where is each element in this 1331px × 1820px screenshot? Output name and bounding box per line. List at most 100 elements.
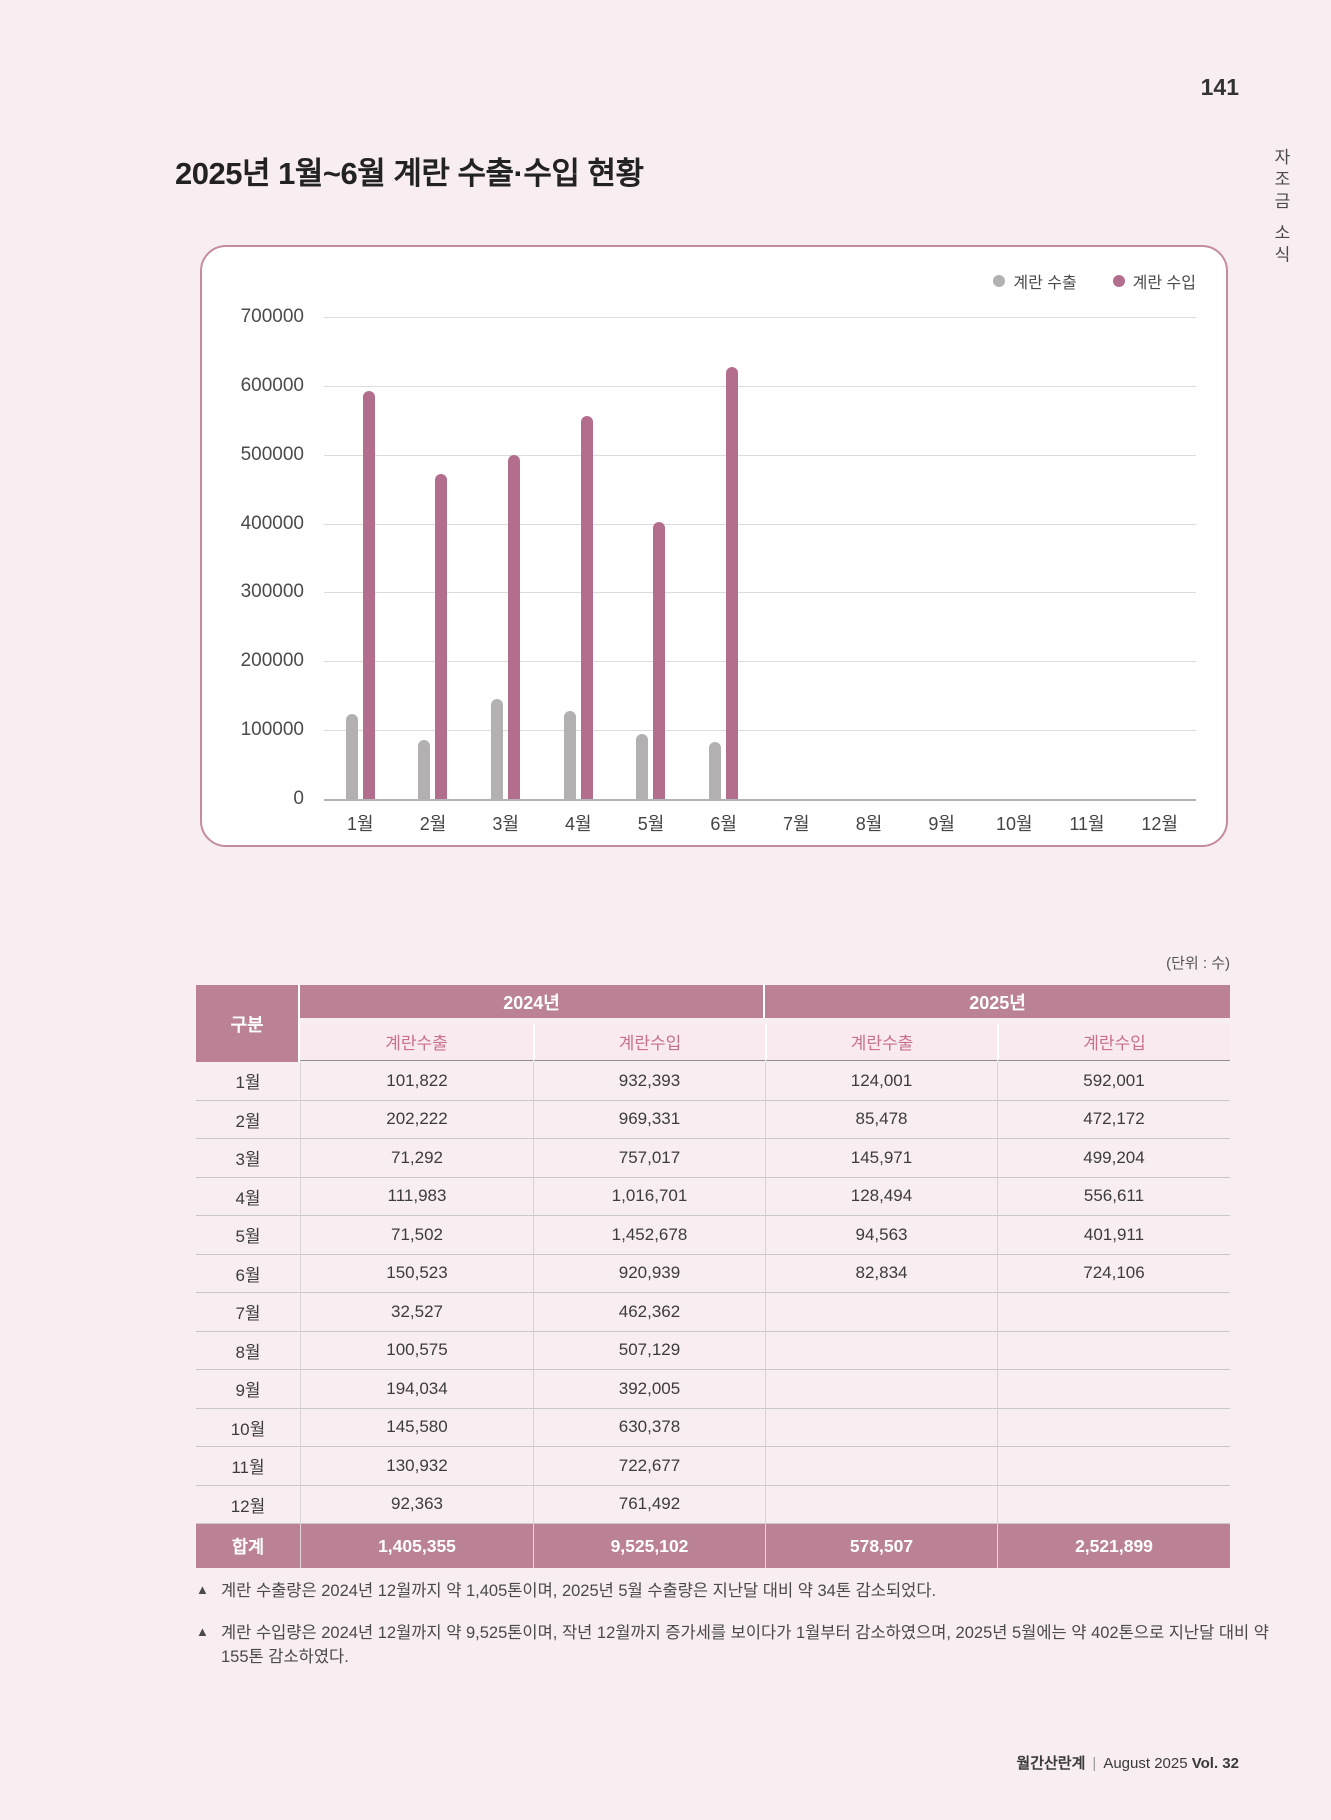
- footnote-text: 계란 수입량은 2024년 12월까지 약 9,525톤이며, 작년 12월까지…: [221, 1623, 1269, 1666]
- table-subheader-2024-import: 계란수입: [533, 1023, 765, 1061]
- bar-group: [397, 317, 470, 799]
- footnote-text: 계란 수출량은 2024년 12월까지 약 1,405톤이며, 2025년 5월…: [221, 1582, 937, 1600]
- table-total-label: 합계: [196, 1524, 300, 1568]
- import-bar: [362, 391, 375, 799]
- table-cell: 194,034: [300, 1370, 533, 1409]
- table-cell: 932,393: [533, 1062, 765, 1101]
- bar-group: [1123, 317, 1196, 799]
- x-axis-tick-label: 5월: [637, 814, 665, 834]
- table-cell: 111,983: [300, 1177, 533, 1216]
- page-number: 141: [1200, 74, 1239, 100]
- bar-group: [615, 317, 688, 799]
- x-axis-tick-label: 11월: [1069, 814, 1105, 834]
- month-slot: 12월: [1123, 317, 1196, 834]
- x-axis-tick-label: 9월: [928, 814, 955, 834]
- y-axis-tick-label: 600000: [240, 374, 304, 396]
- table-cell: 920,939: [533, 1254, 765, 1293]
- bar-group: [542, 317, 615, 799]
- table-cell: [997, 1408, 1230, 1447]
- table-cell: 100,575: [300, 1331, 533, 1370]
- gridline: [324, 385, 1196, 387]
- chart-card: 계란 수출 계란 수입 700000 600000 500000 400000 30000…: [200, 245, 1228, 847]
- month-slot: 8월: [833, 317, 906, 834]
- table-cell: [997, 1485, 1230, 1524]
- table-subheader-2025-import: 계란수입: [997, 1023, 1230, 1061]
- footnote: ▲ 계란 수출량은 2024년 12월까지 약 1,405톤이며, 2025년 5…: [196, 1580, 1288, 1604]
- table-cell: 969,331: [533, 1100, 765, 1139]
- bar-group: [978, 317, 1051, 799]
- legend-item: 계란 수출: [993, 269, 1077, 293]
- month-slot: 11월: [1051, 317, 1124, 834]
- page-footer: 월간산란계 | August 2025 Vol. 32: [1016, 1752, 1239, 1773]
- export-bar: [418, 740, 431, 799]
- table-header-gubun: 구분: [196, 985, 300, 1062]
- footnotes: ▲ 계란 수출량은 2024년 12월까지 약 1,405톤이며, 2025년 5…: [196, 1580, 1288, 1688]
- gridline: [324, 523, 1196, 525]
- table-cell: 392,005: [533, 1370, 765, 1409]
- footer-volume: Vol. 32: [1191, 1755, 1239, 1772]
- import-bar: [435, 473, 448, 799]
- month-slot: 10월: [978, 317, 1051, 834]
- table-total-cell: 578,507: [765, 1524, 997, 1568]
- table-row-label: 12월: [196, 1486, 300, 1524]
- table-cell: 71,292: [300, 1139, 533, 1178]
- table-cell: [765, 1331, 997, 1370]
- month-slot: 4월: [542, 317, 615, 834]
- bar-group: [905, 317, 978, 799]
- x-axis-tick-label: 1월: [347, 814, 374, 834]
- y-axis-tick-label: 500000: [240, 443, 304, 465]
- x-axis-tick-label: 2월: [419, 814, 447, 834]
- egg-trade-table: 구분 2024년 2025년 계란수출 계란수입 계란수출 계란수입 1월 101…: [196, 985, 1230, 1568]
- footer-separator: |: [1092, 1755, 1097, 1772]
- x-axis-tick-label: 8월: [855, 814, 883, 834]
- import-bar: [508, 455, 521, 799]
- month-slot: 7월: [760, 317, 833, 834]
- table-total-cell: 1,405,355: [300, 1524, 533, 1568]
- y-axis-tick-label: 700000: [240, 306, 304, 327]
- table-cell: 150,523: [300, 1254, 533, 1293]
- gridline: [324, 661, 1196, 663]
- table-cell: 101,822: [300, 1062, 533, 1101]
- legend-label: 계란 수출: [1013, 275, 1077, 292]
- table-cell: 85,478: [765, 1100, 997, 1139]
- bar-group: [469, 317, 542, 799]
- table-total-cell: 2,521,899: [997, 1524, 1230, 1568]
- bar-group: [687, 317, 760, 799]
- export-bar: [345, 713, 358, 799]
- table-total-cell: 9,525,102: [533, 1524, 765, 1568]
- table-cell: 722,677: [533, 1447, 765, 1486]
- export-bar: [563, 710, 576, 799]
- table-cell: 556,611: [997, 1177, 1230, 1216]
- table-cell: 757,017: [533, 1139, 765, 1178]
- table-cell: [765, 1408, 997, 1447]
- table-row-label: 9월: [196, 1370, 300, 1409]
- table-row-label: 7월: [196, 1293, 300, 1332]
- export-bar: [709, 741, 722, 799]
- table-cell: 128,494: [765, 1177, 997, 1216]
- table-cell: 761,492: [533, 1485, 765, 1524]
- table-header-year-2025: 2025년: [765, 985, 1230, 1018]
- table-cell: [765, 1370, 997, 1409]
- bar-group: [1051, 317, 1124, 799]
- chart-legend: 계란 수출 계란 수입: [993, 269, 1196, 293]
- table-row-label: 8월: [196, 1332, 300, 1370]
- gridline: [324, 592, 1196, 594]
- table-cell: [997, 1293, 1230, 1332]
- month-slot: 2월: [397, 317, 470, 834]
- table-cell: 401,911: [997, 1216, 1230, 1255]
- table-cell: 145,580: [300, 1408, 533, 1447]
- table-header-year-2024: 2024년: [300, 985, 765, 1018]
- table-cell: 32,527: [300, 1293, 533, 1332]
- legend-dot-icon: [1112, 275, 1125, 287]
- import-bar: [580, 415, 593, 799]
- table-cell: [997, 1447, 1230, 1486]
- legend-label: 계란 수입: [1132, 275, 1196, 292]
- import-bar: [726, 366, 739, 799]
- x-axis-tick-label: 3월: [492, 814, 519, 834]
- triangle-marker-icon: ▲: [196, 1623, 209, 1639]
- legend-item: 계란 수입: [1112, 269, 1196, 293]
- table-cell: 82,834: [765, 1254, 997, 1293]
- table-row-label: 2월: [196, 1101, 300, 1139]
- footnote: ▲ 계란 수입량은 2024년 12월까지 약 9,525톤이며, 작년 12월까…: [196, 1622, 1288, 1670]
- table-cell: 462,362: [533, 1293, 765, 1332]
